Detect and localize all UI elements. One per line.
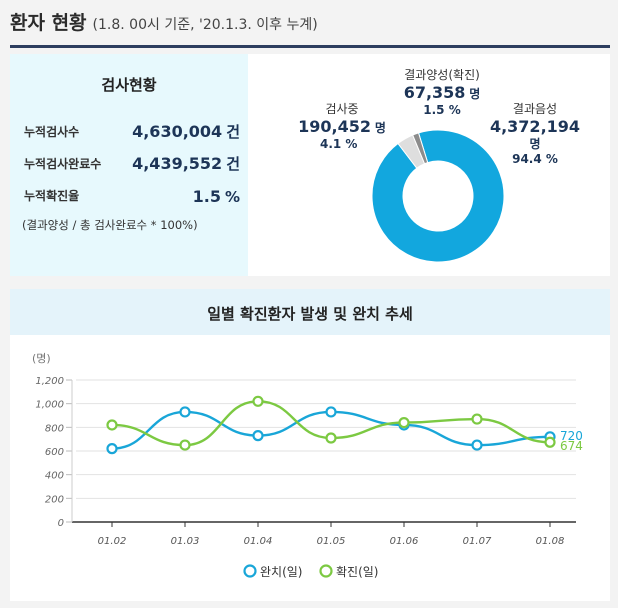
donut-slice <box>371 129 505 263</box>
stat-value: 4,439,552 건 <box>132 154 240 173</box>
stat-value: 1.5% <box>192 187 240 206</box>
x-tick-label: 01.06 <box>390 536 419 547</box>
x-tick-label: 01.03 <box>171 536 200 547</box>
y-tick-label: 0 <box>58 518 64 529</box>
x-tick-label: 01.08 <box>536 536 565 547</box>
test-status-panel: 검사현황 누적검사수 4,630,004 건 누적검사완료수 4,439,552 건… <box>10 54 610 276</box>
data-point <box>398 417 410 429</box>
data-point <box>471 439 483 451</box>
chart-header: 일별 확진환자 발생 및 완치 추세 <box>10 289 610 335</box>
segment-name: 검사중 <box>325 102 359 116</box>
title-divider <box>10 45 610 48</box>
stat-row-total-tests: 누적검사수 4,630,004 건 <box>24 120 240 142</box>
stat-row-positive-rate: 누적확진율 1.5% <box>24 184 240 206</box>
x-tick-label: 01.02 <box>98 536 127 547</box>
segment-pct: 94.4 % <box>512 152 558 166</box>
page-subtitle: (1.8. 00시 기준, '20.1.3. 이후 누계) <box>92 17 318 33</box>
y-tick-label: 800 <box>45 423 64 434</box>
end-value-label: 720 <box>560 429 583 443</box>
donut-label-negative: 결과음성 4,372,194 명 94.4 % <box>480 102 590 167</box>
chart-title: 일별 확진환자 발생 및 완치 추세 <box>207 305 413 323</box>
page-header: 환자 현황 (1.8. 00시 기준, '20.1.3. 이후 누계) <box>10 8 318 42</box>
page-title: 환자 현황 <box>10 12 87 34</box>
y-tick-label: 1,200 <box>35 376 64 387</box>
x-tick-label: 01.07 <box>463 536 492 547</box>
stat-row-completed-tests: 누적검사완료수 4,439,552 건 <box>24 152 240 174</box>
legend-marker <box>243 564 257 578</box>
y-tick-label: 600 <box>45 447 64 458</box>
data-point <box>106 443 118 455</box>
x-tick-label: 01.04 <box>244 536 273 547</box>
stats-title: 검사현황 <box>101 76 157 94</box>
donut-slice <box>412 132 429 165</box>
donut-chart <box>371 129 505 263</box>
legend-label: 확진(일) <box>336 565 378 579</box>
segment-count: 4,372,194 <box>489 117 581 136</box>
y-axis-unit: (명) <box>32 352 51 365</box>
end-value-label: 674 <box>560 439 583 453</box>
line-chart: (명) 0 200 400 600 800 1,000 1,200 01.02 01.03 01.0… <box>32 352 583 579</box>
data-point <box>325 432 337 444</box>
data-point <box>471 413 483 425</box>
donut-label-positive: 결과양성(확진) 67,358 명 1.5 % <box>387 68 497 118</box>
data-point <box>252 430 264 442</box>
segment-name: 결과음성 <box>512 102 558 116</box>
segment-count: 190,452 <box>298 117 371 136</box>
legend-marker <box>319 564 333 578</box>
data-point <box>252 395 264 407</box>
stat-label: 누적검사수 <box>24 125 80 139</box>
stat-label: 누적검사완료수 <box>24 157 102 171</box>
data-point <box>106 419 118 431</box>
y-tick-label: 200 <box>45 494 64 505</box>
segment-pct: 4.1 % <box>320 137 358 151</box>
donut-label-in-progress: 검사중 190,452 명 4.1 % <box>294 102 390 152</box>
y-tick-label: 1,000 <box>35 400 64 411</box>
x-tick-label: 01.05 <box>317 536 346 547</box>
test-result-donut: 결과양성(확진) 67,358 명 1.5 % 검사중 190,452 명 4.… <box>248 54 610 276</box>
data-point <box>179 406 191 418</box>
data-point <box>179 439 191 451</box>
trend-chart-panel: 일별 확진환자 발생 및 완치 추세 (명) 0 200 400 600 800 1,000… <box>10 289 610 601</box>
data-point <box>544 436 556 448</box>
y-tick-label: 400 <box>45 471 64 482</box>
segment-pct: 1.5 % <box>423 103 461 117</box>
segment-count: 67,358 <box>403 83 466 102</box>
stat-note: (결과양성 / 총 검사완료수 * 100%) <box>22 218 198 232</box>
test-stats-box: 검사현황 누적검사수 4,630,004 건 누적검사완료수 4,439,552 건… <box>10 54 248 276</box>
stat-label: 누적확진율 <box>24 189 80 203</box>
data-point <box>325 406 337 418</box>
segment-name: 결과양성(확진) <box>404 68 480 82</box>
stat-value: 4,630,004 건 <box>132 122 240 141</box>
legend-label: 완치(일) <box>260 565 302 579</box>
